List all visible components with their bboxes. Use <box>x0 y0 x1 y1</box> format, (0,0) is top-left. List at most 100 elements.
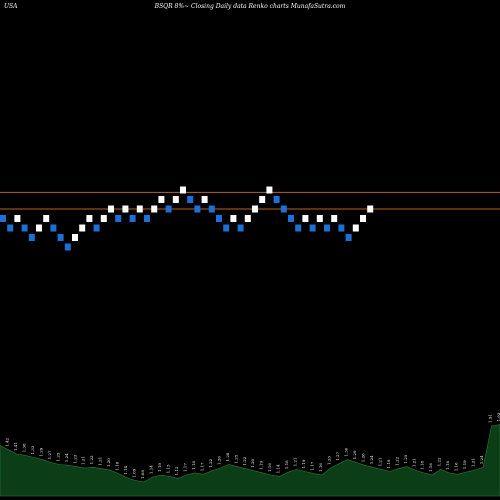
volume-label: 1.93 <box>496 412 500 421</box>
volume-label: 1.45 <box>0 433 1 442</box>
renko-brick <box>108 205 114 213</box>
volume-label: 1.21 <box>98 457 103 466</box>
renko-brick <box>302 215 309 222</box>
renko-brick <box>28 234 35 241</box>
volume-label: 1.27 <box>47 450 52 459</box>
renko-brick <box>79 224 86 232</box>
volume-label: 1.22 <box>394 456 399 465</box>
renko-brick <box>0 215 6 222</box>
volume-label: 1.18 <box>420 461 425 470</box>
renko-brick <box>72 234 78 241</box>
renko-brick <box>14 215 21 222</box>
renko-brick <box>158 196 165 203</box>
renko-brick <box>36 224 42 232</box>
renko-brick <box>208 205 215 213</box>
renko-brick <box>93 224 100 232</box>
chart-title: BSQR 8%~ Closing Daily data Renko charts… <box>154 3 346 10</box>
volume-label: 1.18 <box>284 460 289 469</box>
volume-label: 1.18 <box>191 461 196 470</box>
volume-label: 1.19 <box>462 460 467 469</box>
renko-brick <box>100 215 107 222</box>
volume-label: 1.24 <box>64 453 69 462</box>
renko-bricks <box>0 186 374 251</box>
renko-brick <box>324 224 330 232</box>
volume-label: 1.17 <box>199 462 204 471</box>
volume-label: 1.91 <box>488 414 493 423</box>
renko-brick <box>216 215 222 222</box>
volume-fill <box>0 424 500 497</box>
volume-label: 1.26 <box>216 456 221 465</box>
volume-label: 1.15 <box>166 464 171 473</box>
volume-label: 1.28 <box>225 452 230 461</box>
renko-brick <box>43 215 50 222</box>
volume-label: 1.16 <box>115 461 120 470</box>
volume-label: 1.38 <box>21 443 26 452</box>
volume-label: 1.19 <box>301 459 306 468</box>
renko-brick <box>64 243 71 251</box>
volume-label: 1.21 <box>471 458 476 467</box>
renko-brick <box>223 224 230 232</box>
volume-area <box>0 424 500 497</box>
renko-brick <box>316 215 323 222</box>
renko-brick <box>187 196 194 203</box>
volume-label: 1.21 <box>377 457 382 466</box>
renko-brick <box>151 205 158 213</box>
volume-label: 1.22 <box>89 455 94 464</box>
country-label: USA <box>4 3 18 10</box>
volume-label: 1.24 <box>369 455 374 464</box>
volume-label: 1.41 <box>13 442 18 451</box>
renko-brick <box>172 196 179 203</box>
volume-label: 1.19 <box>386 459 391 468</box>
volume-label: 1.27 <box>335 451 340 460</box>
renko-brick <box>259 196 266 203</box>
volume-label: 1.29 <box>352 450 357 459</box>
renko-brick <box>57 234 64 241</box>
reference-lines <box>0 191 500 210</box>
volume-label: 1.16 <box>454 462 459 471</box>
volume-label: 1.25 <box>55 452 60 461</box>
volume-label: 1.21 <box>411 458 416 467</box>
renko-brick <box>122 205 129 213</box>
renko-brick <box>280 205 287 213</box>
volume-label: 1.18 <box>445 461 450 470</box>
volume-label: 1.24 <box>479 455 484 464</box>
volume-label: 1.33 <box>30 445 35 454</box>
renko-brick <box>7 224 14 232</box>
volume-label: 1.16 <box>428 463 433 472</box>
renko-brick <box>338 224 345 232</box>
renko-brick <box>144 215 150 222</box>
renko-brick <box>50 224 57 232</box>
renko-brick <box>352 224 359 232</box>
volume-label: 1.29 <box>38 447 43 456</box>
renko-brick <box>230 215 237 222</box>
volume-label: 1.19 <box>259 461 264 470</box>
renko-brick <box>165 205 172 213</box>
volume-label: 1.21 <box>293 457 298 466</box>
volume-label: 1.22 <box>208 458 213 467</box>
renko-brick <box>273 196 280 203</box>
renko-brick <box>295 224 302 232</box>
volume-label: 1.21 <box>81 456 86 465</box>
volume-label: 1.17 <box>310 461 315 470</box>
volume-label: 1.30 <box>344 447 349 456</box>
volume-label: 1.12 <box>174 466 179 475</box>
renko-brick <box>180 186 186 194</box>
volume-label: 1.22 <box>242 456 247 465</box>
volume-label: 1.22 <box>437 457 442 466</box>
renko-brick <box>21 224 28 232</box>
renko-brick <box>309 224 316 232</box>
renko-brick <box>194 205 201 213</box>
renko-brick <box>237 224 244 232</box>
volume-label: 1.19 <box>157 463 162 472</box>
volume-label: 1.25 <box>403 454 408 463</box>
renko-brick <box>331 215 338 222</box>
volume-label: 1.16 <box>267 463 272 472</box>
renko-brick <box>360 215 366 222</box>
volume-label: 1.16 <box>318 463 323 472</box>
volume-label: 1.14 <box>149 465 154 474</box>
renko-brick <box>252 205 258 213</box>
volume-label: 1.25 <box>233 454 238 463</box>
renko-brick <box>115 215 122 222</box>
